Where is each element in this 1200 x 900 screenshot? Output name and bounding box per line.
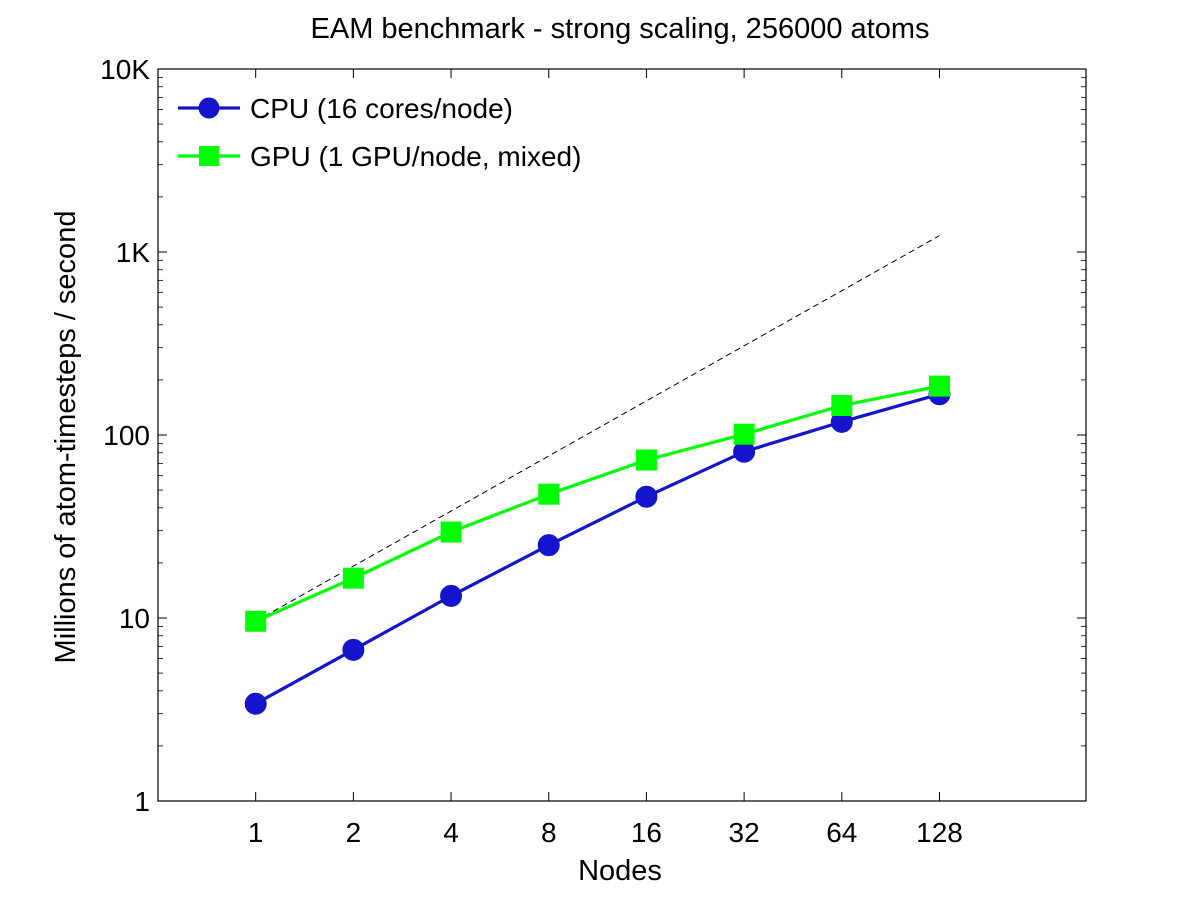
data-point xyxy=(635,485,658,508)
legend-marker xyxy=(198,97,220,119)
plot-area xyxy=(157,68,1087,802)
y-tick-label: 100 xyxy=(103,420,150,451)
y-tick-label: 10K xyxy=(100,54,150,85)
series-line xyxy=(254,392,940,706)
axis-ticks: 1 2 4 8 16 32 64 128 1 10 100 1K 10K xyxy=(100,54,1086,848)
x-tick-label: 128 xyxy=(916,817,963,848)
data-point xyxy=(342,638,365,661)
data-point xyxy=(342,567,364,589)
legend-label: GPU (1 GPU/node, mixed) xyxy=(250,141,581,172)
data-point xyxy=(537,534,560,557)
data-point xyxy=(635,449,657,471)
x-tick-label: 1 xyxy=(248,817,264,848)
data-point xyxy=(928,375,950,397)
x-tick-label: 32 xyxy=(729,817,760,848)
data-point xyxy=(440,584,463,607)
data-point xyxy=(244,692,267,715)
y-tick-label: 1 xyxy=(134,786,150,817)
x-tick-label: 64 xyxy=(826,817,857,848)
y-axis-label: Millions of atom-timesteps / second xyxy=(50,211,82,664)
data-point xyxy=(538,483,560,505)
legend-item: GPU (1 GPU/node, mixed) xyxy=(178,141,581,172)
data-point xyxy=(245,610,267,632)
y-tick-label: 10 xyxy=(119,603,150,634)
legend-label: CPU (16 cores/node) xyxy=(250,93,513,124)
legend-marker xyxy=(199,146,219,166)
series-line xyxy=(255,384,940,623)
ideal-scaling-layer xyxy=(255,235,940,622)
legend-item: CPU (16 cores/node) xyxy=(178,93,513,124)
series-cpu xyxy=(244,383,951,715)
series-gpu xyxy=(245,375,950,632)
y-tick-label: 1K xyxy=(116,237,151,268)
legend: CPU (16 cores/node) GPU (1 GPU/node, mixe… xyxy=(178,93,581,172)
x-tick-label: 8 xyxy=(541,817,557,848)
x-axis-label: Nodes xyxy=(578,855,662,887)
series-layer xyxy=(244,375,951,715)
x-tick-label: 2 xyxy=(346,817,362,848)
chart-title: EAM benchmark - strong scaling, 256000 a… xyxy=(311,13,930,45)
data-point xyxy=(831,394,853,416)
x-tick-label: 16 xyxy=(631,817,662,848)
data-point xyxy=(733,423,755,445)
data-point xyxy=(440,521,462,543)
ideal-scaling-line xyxy=(255,235,940,622)
x-tick-label: 4 xyxy=(443,817,459,848)
